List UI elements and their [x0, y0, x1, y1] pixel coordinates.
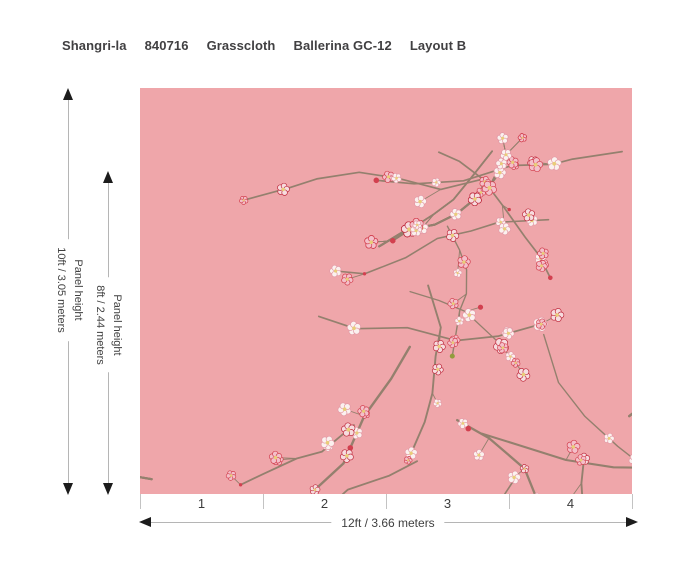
panel-number-2: 2	[320, 496, 329, 511]
panel-divider-tick	[263, 494, 264, 509]
panel-number-4: 4	[566, 496, 575, 511]
panel-height-8ft-label: Panel height 8ft / 2.44 meters	[89, 277, 127, 373]
spec-header: Shangri-la 840716 Grasscloth Ballerina G…	[62, 38, 466, 53]
panel-number-1: 1	[197, 496, 206, 511]
arrow-down-icon	[103, 483, 113, 495]
panel-height-value-text: 8ft / 2.44 meters	[94, 285, 106, 365]
panel-width-label: 12ft / 3.66 meters	[331, 516, 445, 530]
arrow-up-icon	[103, 171, 113, 183]
wallpaper-swatch	[140, 88, 632, 494]
layout-name: Layout B	[409, 38, 467, 53]
panel-divider-tick	[140, 494, 141, 509]
material-name: Grasscloth	[206, 38, 276, 53]
panel-height-label-text: Panel height	[72, 259, 84, 321]
colorway-name: Ballerina GC-12	[293, 38, 392, 53]
panel-divider-tick	[509, 494, 510, 509]
brand-name: Shangri-la	[62, 38, 127, 53]
panel-divider-tick	[386, 494, 387, 509]
panel-height-10ft-label: Panel height 10ft / 3.05 meters	[50, 239, 88, 341]
panel-divider-tick	[632, 494, 633, 509]
arrow-left-icon	[139, 517, 151, 527]
arrow-down-icon	[63, 483, 73, 495]
panel-width-value-text: 12ft / 3.66 meters	[341, 516, 435, 530]
panel-number-3: 3	[443, 496, 452, 511]
blossom-pattern-graphic	[140, 88, 632, 494]
arrow-right-icon	[626, 517, 638, 527]
pattern-number: 840716	[144, 38, 189, 53]
panel-height-value-text: 10ft / 3.05 meters	[55, 247, 67, 333]
arrow-up-icon	[63, 88, 73, 100]
panel-height-label-text: Panel height	[111, 294, 123, 356]
